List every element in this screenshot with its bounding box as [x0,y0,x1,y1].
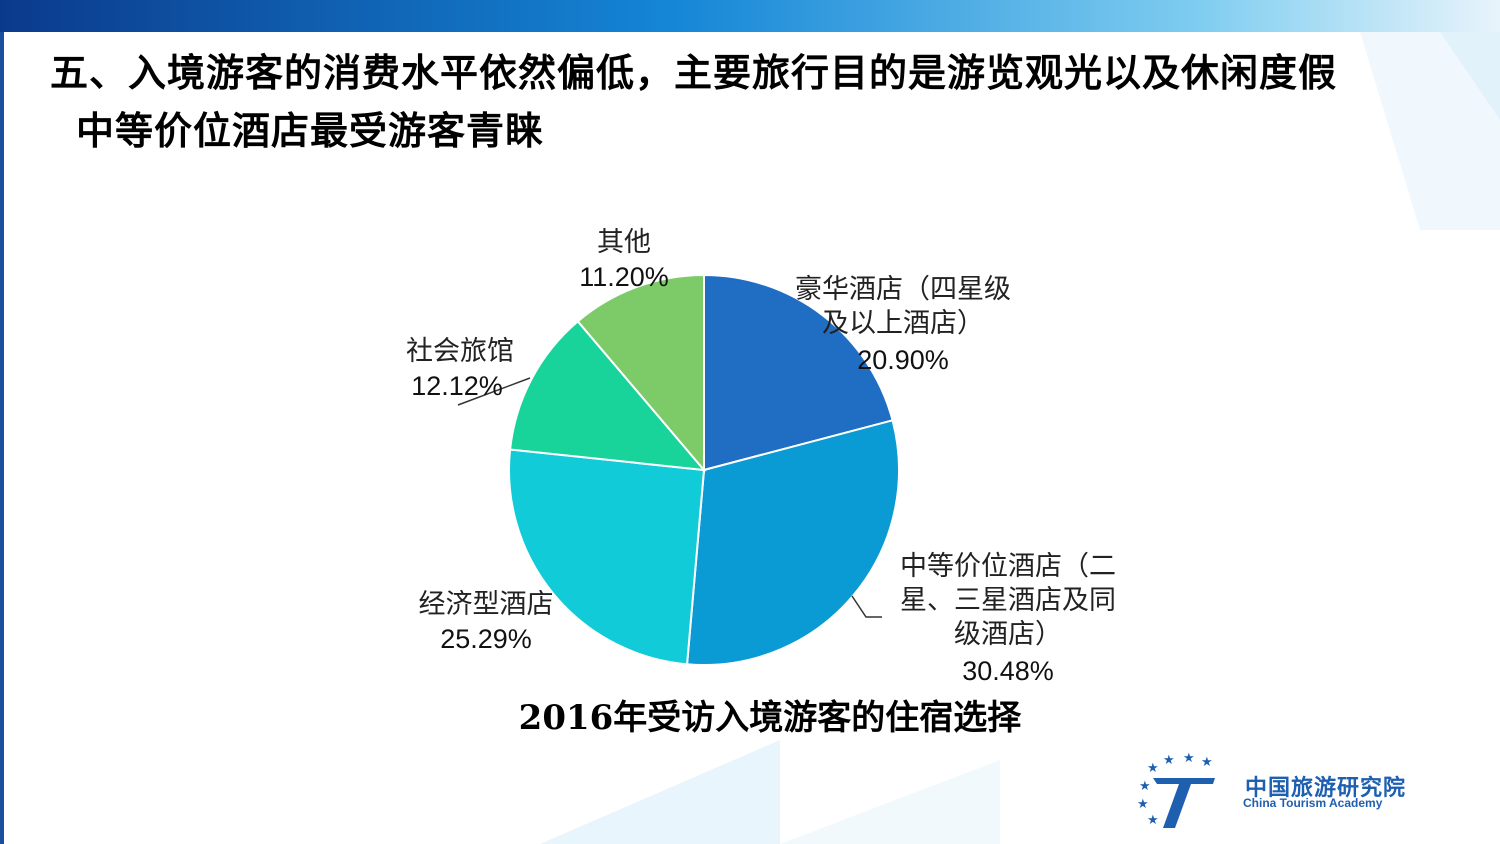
svg-text:★: ★ [1183,752,1195,766]
pie-slice-1 [685,419,900,666]
slice-percent-4: 11.20% [579,262,669,292]
leader-line-3 [457,377,531,406]
slice-label-2-line-0: 经济型酒店 [419,589,554,620]
logo-mark: ★★ ★ ★ ★★★ [1137,752,1215,828]
leader-line-1 [851,595,882,618]
slice-label-1-line-0: 中等价位酒店（二 [900,551,1116,582]
pie-slice-4 [576,273,705,473]
slice-label-4-line-0: 其他 [597,227,651,258]
slice-label-1-line-2: 级酒店） [954,619,1062,650]
slice-label-3-line-0: 社会旅馆 [406,336,514,367]
svg-text:★: ★ [1147,761,1159,776]
svg-text:★: ★ [1201,755,1213,770]
slice-percent-3: 12.12% [411,371,503,401]
svg-text:★: ★ [1137,797,1149,812]
slice-percent-0: 20.90% [857,345,949,375]
chart-title: 2016年受访入境游客的住宿选择 [518,698,1022,738]
slice-label-0-line-1: 及以上酒店） [822,308,984,339]
page-title-line-2: 中等价位酒店最受游客青睐 [76,109,545,153]
svg-text:★: ★ [1147,813,1159,828]
svg-text:★: ★ [1163,753,1175,768]
top-banner [0,0,1500,32]
left-accent-bar [0,32,4,844]
page-title-line-1: 五、入境游客的消费水平依然偏低，主要旅行目的是游览观光以及休闲度假 [50,51,1338,95]
logo-name-en: China Tourism Academy [1243,796,1383,810]
slice-percent-1: 30.48% [962,656,1054,686]
slice-percent-2: 25.29% [440,624,532,654]
pie-slice-3 [508,319,707,472]
slice-label-0-line-0: 豪华酒店（四星级 [795,274,1011,305]
svg-text:★: ★ [1139,779,1151,794]
pie-slice-2 [508,448,706,666]
logo-name-cn: 中国旅游研究院 [1245,776,1407,801]
pie-slice-0 [703,273,894,472]
slice-label-1-line-1: 星、三星酒店及同 [900,585,1116,616]
